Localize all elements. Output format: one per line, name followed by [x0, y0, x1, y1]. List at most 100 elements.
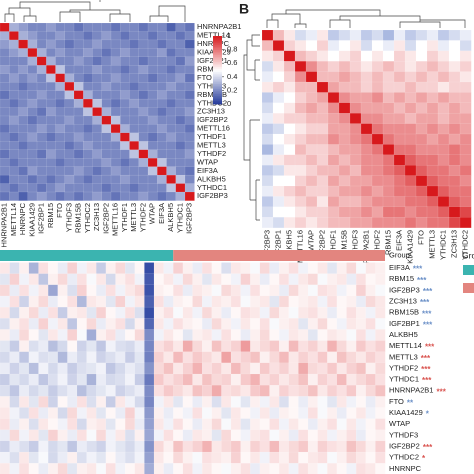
heat-cell — [9, 82, 19, 92]
heat-cell — [96, 463, 107, 474]
heat-cell — [147, 124, 158, 134]
colorbar-segment — [213, 41, 222, 44]
heat-cell — [76, 373, 88, 386]
heat-cell — [283, 50, 296, 62]
heat-cell — [298, 284, 309, 297]
heat-cell — [316, 165, 329, 177]
heat-cell — [360, 154, 373, 166]
heat-cell — [355, 262, 367, 275]
heat-cell — [211, 362, 222, 375]
heat-cell — [83, 166, 93, 176]
heat-cell — [147, 183, 158, 193]
heat-cell — [415, 133, 428, 145]
heat-cell — [327, 295, 338, 308]
heat-cell — [269, 429, 280, 442]
heat-cell — [105, 418, 116, 431]
heat-cell — [448, 61, 461, 73]
heat-cell — [166, 31, 177, 41]
heat-cell — [371, 81, 384, 93]
heat-cell — [86, 451, 97, 464]
heat-cell — [163, 295, 174, 308]
heat-cell — [92, 166, 103, 176]
heat-cell — [120, 132, 130, 142]
heat-cell — [96, 440, 107, 453]
heat-cell — [336, 306, 347, 319]
column-label: ZC3H13 — [92, 203, 101, 231]
heat-cell — [272, 144, 285, 156]
heat-cell — [57, 340, 68, 353]
heat-cell — [278, 295, 290, 308]
heat-cell — [153, 262, 165, 275]
heat-cell — [73, 124, 84, 134]
heat-cell — [327, 273, 338, 286]
heat-cell — [134, 451, 145, 464]
heat-cell — [336, 429, 347, 442]
heat-cell — [115, 373, 126, 386]
heat-cell — [278, 306, 290, 319]
heat-cell — [92, 141, 103, 151]
heat-cell — [349, 123, 362, 135]
heat-cell — [124, 418, 136, 431]
heat-cell — [101, 166, 112, 176]
heat-cell — [327, 407, 338, 420]
heat-cell — [47, 262, 59, 275]
heat-cell — [67, 418, 78, 431]
heat-cell — [124, 273, 136, 286]
heat-cell — [120, 98, 130, 108]
heat-cell — [46, 166, 56, 176]
heat-cell — [27, 22, 38, 32]
heat-cell — [240, 463, 251, 474]
heat-cell — [182, 362, 193, 375]
heat-cell — [437, 71, 450, 83]
heat-cell — [426, 61, 439, 73]
heat-cell — [327, 463, 338, 474]
heat-cell — [182, 463, 193, 474]
heat-cell — [298, 340, 309, 353]
significance-stars: *** — [436, 387, 446, 396]
heat-cell — [211, 329, 222, 341]
heat-cell — [124, 373, 136, 386]
heat-cell — [269, 329, 280, 341]
column-label: YTHDF1 — [328, 230, 337, 259]
heat-cell — [173, 262, 184, 275]
heat-cell — [38, 362, 49, 375]
heat-cell — [129, 56, 140, 66]
heat-cell — [415, 206, 428, 218]
heat-cell — [283, 81, 296, 93]
heat-cell — [9, 183, 19, 193]
heat-cell — [305, 123, 318, 135]
heat-cell — [327, 329, 338, 341]
heat-cell — [46, 149, 56, 159]
heat-cell — [55, 132, 66, 142]
heat-cell — [230, 384, 242, 397]
heat-cell — [261, 144, 274, 156]
heat-cell — [134, 284, 145, 297]
heat-cell — [365, 429, 376, 442]
heat-cell — [415, 144, 428, 156]
heat-cell — [163, 329, 174, 341]
heat-cell — [166, 82, 177, 92]
column-label: WTAP — [306, 230, 315, 251]
heat-cell — [0, 351, 11, 364]
heat-cell — [73, 107, 84, 117]
row-label: YTHDC1 — [197, 183, 227, 192]
colorbar-segment — [213, 87, 222, 90]
heat-cell — [138, 65, 149, 75]
heat-cell — [138, 48, 149, 58]
heat-cell — [305, 71, 318, 83]
heat-cell — [415, 154, 428, 166]
heat-cell — [120, 22, 130, 32]
heat-cell — [336, 418, 347, 431]
column-label: IGF2BP3 — [185, 203, 194, 234]
heat-cell — [261, 206, 274, 218]
heat-cell — [365, 396, 376, 408]
heat-cell — [157, 82, 167, 92]
heat-cell — [360, 81, 373, 93]
colorbar-segment — [213, 64, 222, 67]
heat-cell — [307, 384, 319, 397]
heat-cell — [92, 39, 103, 49]
heat-cell — [64, 115, 75, 125]
heat-cell — [47, 396, 59, 408]
heat-cell — [27, 56, 38, 66]
heat-cell — [86, 284, 97, 297]
